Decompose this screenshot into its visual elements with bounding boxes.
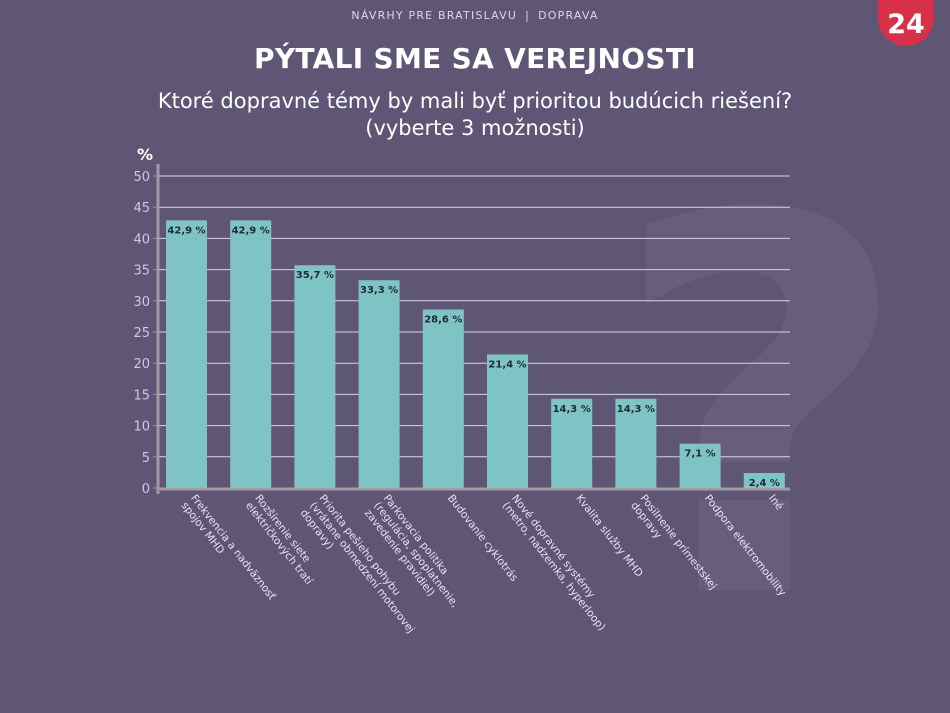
logo-24: 24 (878, 0, 934, 46)
bar (615, 398, 657, 488)
header-section: NÁVRHY PRE BRATISLAVU (351, 9, 518, 22)
y-tick-label: 50 (133, 170, 150, 185)
y-tick-label: 5 (142, 451, 150, 466)
y-tick-label: 45 (133, 201, 150, 216)
bar (551, 398, 593, 488)
header-separator: | (525, 9, 531, 22)
y-tick-label: 35 (133, 264, 150, 279)
bar-value-label: 2,4 % (749, 478, 780, 489)
bar-value-label: 35,7 % (296, 270, 334, 281)
bar-value-label: 14,3 % (553, 404, 591, 415)
header-breadcrumb: NÁVRHY PRE BRATISLAVU | DOPRAVA (0, 9, 950, 22)
bar-value-label: 33,3 % (360, 285, 398, 296)
bar (294, 265, 336, 488)
category-layer: Frekvencia a nadväznosťspojov MHD Rozšíre… (179, 492, 789, 634)
subtitle-line-1: Ktoré dopravné témy by mali byť priorito… (157, 89, 793, 113)
y-tick-label: 10 (133, 420, 150, 435)
y-tick-label: 20 (133, 357, 150, 372)
y-tick-label: 25 (133, 326, 150, 341)
bar (679, 443, 721, 488)
bar-chart: 0 5 10 15 20 25 30 35 40 45 50% 42,9 % 42,9 % 35,7 %… (133, 145, 790, 634)
bar-value-label: 28,6 % (424, 315, 462, 326)
category-label: Posilnenie prímestskejdopravy (628, 492, 719, 599)
y-tick-label: 15 (133, 388, 150, 403)
y-tick-label: 30 (133, 295, 150, 310)
bar (358, 280, 400, 488)
axis-layer: 0 5 10 15 20 25 30 35 40 45 50% (133, 145, 790, 497)
bar-layer (166, 220, 785, 488)
page-subtitle: Ktoré dopravné témy by mali byť priorito… (0, 88, 950, 142)
y-tick-label: 40 (133, 232, 150, 247)
y-axis-label: % (137, 145, 153, 164)
category-label: Iné (766, 492, 785, 512)
question-mark-decoration: ? (610, 107, 912, 713)
bar-value-label: 42,9 % (232, 225, 270, 236)
logo-text: 24 (887, 8, 925, 40)
category-label-line: Iné (766, 492, 785, 512)
bar-value-label: 21,4 % (488, 359, 526, 370)
bar-value-label: 42,9 % (167, 225, 205, 236)
page-title: PÝTALI SME SA VEREJNOSTI (254, 42, 696, 75)
bar (487, 354, 528, 488)
bar (422, 309, 464, 488)
bar (230, 220, 272, 488)
subtitle-line-2: (vyberte 3 možnosti) (365, 116, 585, 140)
bar-value-label: 14,3 % (617, 404, 655, 415)
bar (166, 220, 207, 488)
bar (743, 473, 785, 488)
y-tick-label: 0 (142, 482, 150, 497)
label-layer: 42,9 % 42,9 % 35,7 % 33,3 % 28,6 % 21,4 % 14,3… (167, 225, 780, 489)
bar-value-label: 7,1 % (684, 449, 715, 460)
category-label-line: Posilnenie prímestskej (638, 492, 719, 592)
header-topic: DOPRAVA (538, 9, 599, 22)
